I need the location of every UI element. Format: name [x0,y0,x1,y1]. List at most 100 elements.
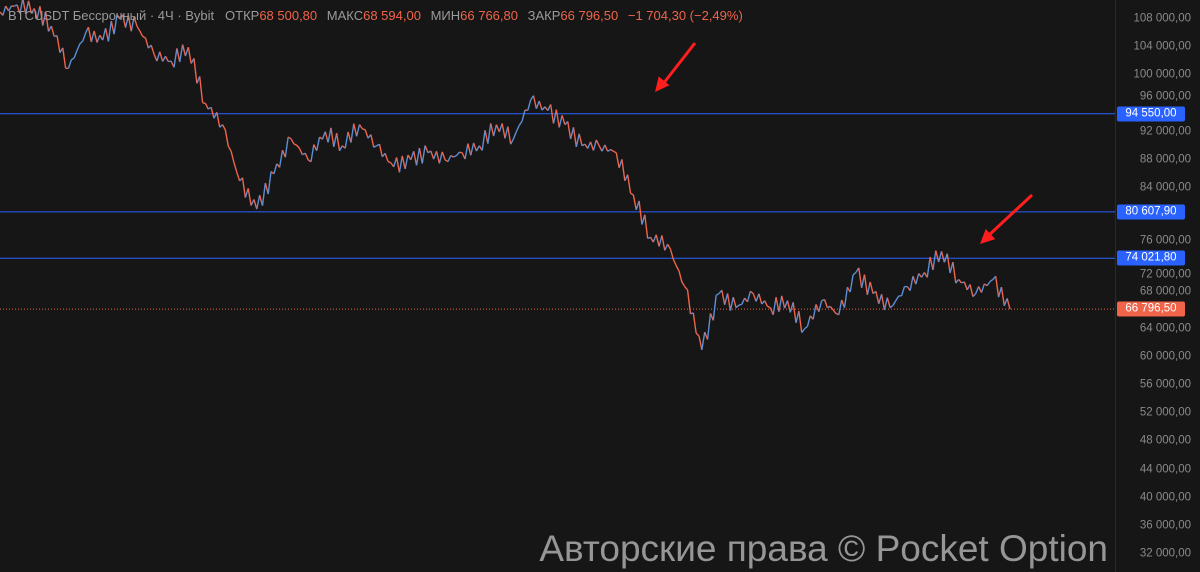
price-segment [230,151,235,163]
price-segment [661,235,666,251]
price-segment [866,281,871,296]
price-segment [33,8,38,20]
price-segment [860,274,866,288]
price-segment [649,236,654,243]
y-tick-label: 40 000,00 [1139,491,1191,504]
price-segment [256,195,261,210]
y-tick-label: 64 000,00 [1139,322,1191,335]
price-segment [2,5,7,16]
price-segment [435,151,441,164]
price-segment [321,131,326,140]
price-segment [812,304,817,320]
price-segment [233,162,238,173]
y-tick-label: 84 000,00 [1139,181,1191,194]
price-segment [156,51,161,62]
open-label: ОТКР [225,8,260,23]
price-segment [772,297,777,315]
price-segment [384,153,389,162]
price-segment [878,294,883,304]
price-segment [832,309,837,314]
price-segment [296,144,301,149]
price-segment [732,296,737,308]
price-segment [70,57,75,61]
price-segment [795,310,800,323]
price-segment [575,133,580,148]
price-segment [210,107,215,119]
price-segment [90,30,95,43]
price-segment [980,283,985,293]
y-tick-label: 56 000,00 [1139,378,1191,391]
price-segment [746,291,752,303]
price-segment [578,133,583,146]
red-arrow-head-icon [655,76,670,92]
price-segment [775,297,780,312]
close-value: 66 796,50 [560,8,619,23]
price-segment [82,32,87,42]
price-segment [715,292,720,296]
y-tick-label: 60 000,00 [1139,350,1191,363]
price-segment [162,55,167,62]
price-segment [124,15,130,28]
price-segment [19,0,24,14]
price-segment [595,139,600,147]
last-price-tag: 66 796,50 [1117,301,1185,317]
price-segment [986,281,991,286]
y-tick-label: 68 000,00 [1139,285,1191,298]
red-arrow-head-icon [980,229,996,244]
price-segment [76,43,81,51]
price-segment [350,123,355,143]
price-segment [838,299,843,315]
price-segment [73,50,78,59]
price-segment [96,35,101,43]
price-segment [50,25,55,37]
price-segment [7,5,13,12]
price-segment [664,243,669,251]
price-segment [401,155,406,170]
price-segment [783,300,789,309]
price-segment [695,332,700,337]
price-segment [16,4,21,14]
y-tick-label: 100 000,00 [1133,68,1191,81]
change-value: −1 704,30 (−2,49%) [627,8,743,23]
low-value: 66 766,80 [460,8,518,23]
price-segment [164,55,169,62]
price-segment [127,15,132,32]
price-segment [915,273,920,285]
price-segment [912,275,917,285]
price-segment [675,265,680,272]
price-segment [42,11,47,26]
price-segment [584,143,589,149]
symbol-label: BTCUSDT Бессрочный · 4Ч · Bybit [8,8,215,23]
price-segment [327,127,332,143]
price-segment [110,21,115,35]
price-segment [267,171,272,195]
price-segment [227,145,232,152]
price-segment [484,130,489,144]
price-segment [338,145,343,152]
price-segment [492,124,498,137]
price-segment [815,304,820,312]
price-axis[interactable]: 32 000,00 36 000,00 40 000,00 44 000,00 48 0… [1115,0,1200,572]
price-segment [113,14,118,35]
price-segment [975,286,980,294]
price-segment [224,130,229,147]
watermark: Авторские права © Pocket Option [539,528,1108,569]
price-segment [430,150,435,160]
price-segment [632,194,637,210]
price-segment [561,115,566,125]
price-segment [335,133,341,151]
price-segment [498,123,503,133]
price-segment [193,58,198,84]
price-segment [253,199,258,210]
level-tag: 80 607,90 [1117,204,1185,220]
price-segment [858,267,863,288]
price-segment [684,286,689,291]
price-segment [712,295,717,321]
price-segment [961,281,965,284]
price-segment [929,256,934,271]
price-segment [946,253,951,274]
price-segment [535,100,540,109]
price-segment [421,145,426,164]
price-chart[interactable] [0,0,1115,572]
price-segment [179,44,184,63]
